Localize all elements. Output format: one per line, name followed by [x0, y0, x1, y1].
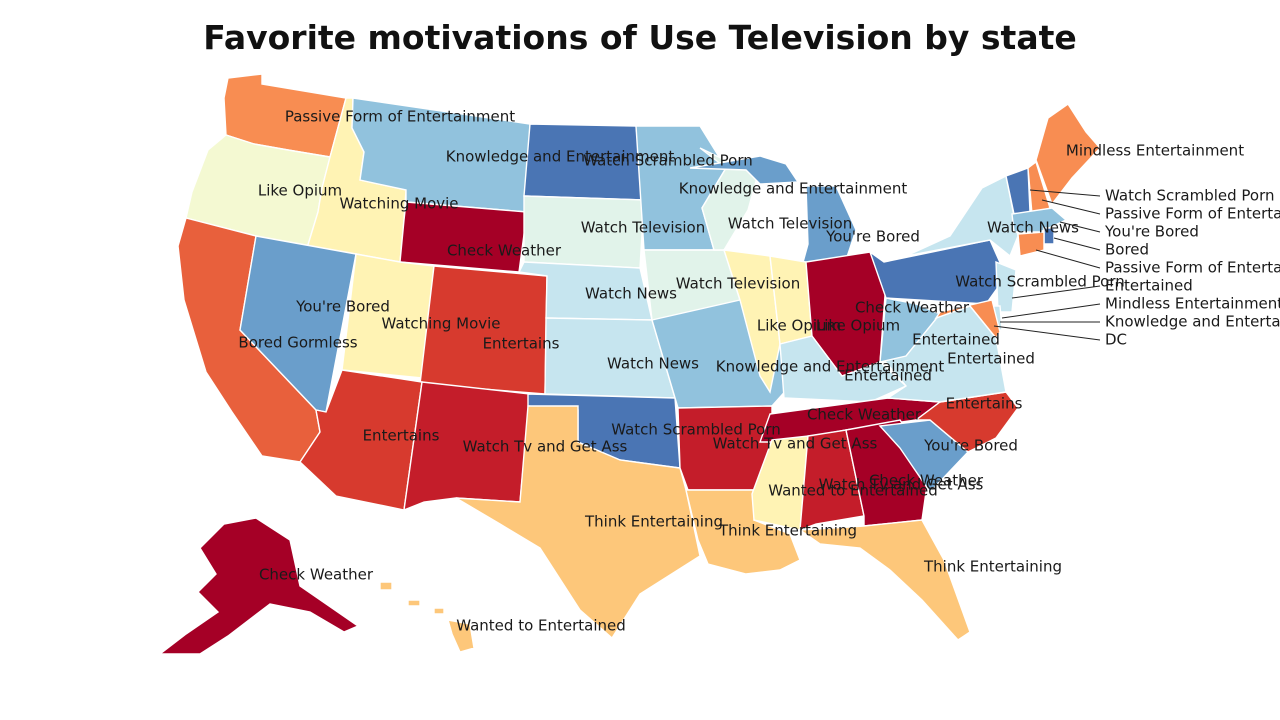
state-wy: [399, 201, 528, 273]
state-label: Watch Scrambled Porn: [611, 421, 781, 439]
state-label: Like Opium: [816, 317, 900, 335]
state-label: Watch News: [987, 219, 1079, 237]
state-label: You're Bored: [923, 437, 1018, 455]
state-label: Entertained: [912, 331, 1000, 349]
state-me: [1035, 103, 1101, 206]
state-ky: [779, 335, 908, 403]
state-label: Wanted to Entertained: [456, 617, 626, 635]
state-label: Entertained: [947, 350, 1035, 368]
state-label: Passive Form of Entertainment: [285, 108, 515, 126]
state-ma: [1011, 207, 1068, 233]
callout-label: Bored: [1105, 241, 1149, 259]
callout-leader-line: [1011, 285, 1101, 299]
callout-label: DC: [1105, 331, 1127, 349]
callout-leader-line: [1035, 249, 1101, 269]
state-wv: [879, 297, 942, 363]
state-label: Check Weather: [807, 406, 922, 424]
callout-leader-line: [1059, 221, 1101, 233]
state-label: Watch Tv and Get Ass: [819, 476, 984, 494]
state-label: Knowledge and Entertainment: [446, 148, 675, 166]
states-layer: [157, 73, 1101, 655]
state-nj: [995, 260, 1017, 313]
state-label: Watch News: [607, 355, 699, 373]
state-label: Watch News: [585, 285, 677, 303]
callout-leader-line: [1029, 189, 1101, 197]
state-ak: [157, 517, 360, 655]
state-label: Bored Gormless: [238, 334, 357, 352]
callout-leader-line: [1041, 199, 1101, 215]
callout-label: Watch Scrambled Porn: [1105, 187, 1275, 205]
state-label: Check Weather: [447, 242, 562, 260]
callout-leader-line: [1053, 237, 1101, 251]
state-label: Think Entertaining: [584, 513, 723, 531]
state-label: Watching Movie: [339, 195, 458, 213]
labels-layer: Passive Form of Entertainment Knowledge a…: [238, 108, 1280, 635]
state-label: Entertains: [946, 395, 1023, 413]
callout-label: Knowledge and Entertainment: [1105, 313, 1280, 331]
state-ms: [751, 435, 809, 531]
state-label: Watch Tv and Get Ass: [713, 435, 878, 453]
callout-label: You're Bored: [1104, 223, 1199, 241]
state-tx: [455, 405, 701, 640]
state-sc: [878, 419, 970, 494]
state-label: Like Opium: [757, 317, 841, 335]
callout-label: Passive Form of Entertainment: [1105, 205, 1280, 223]
state-label: Knowledge and Entertainment: [679, 180, 908, 198]
state-label: Watch Scrambled Porn: [583, 152, 753, 170]
state-label: You're Bored: [295, 298, 390, 316]
state-fl: [797, 519, 971, 641]
state-al: [799, 429, 865, 532]
state-label: Wanted to Entertained: [768, 482, 938, 500]
state-ny: [905, 174, 1019, 258]
state-label: Watch Tv and Get Ass: [463, 438, 628, 456]
callout-label: Entertained: [1105, 277, 1193, 295]
callout-label: Passive Form of Entertainment: [1105, 259, 1280, 277]
state-label: Watch Television: [676, 275, 800, 293]
callout-leaders: [993, 189, 1101, 341]
state-label: Entertains: [483, 335, 560, 353]
state-label: Check Weather: [259, 566, 374, 584]
state-label: Watching Movie: [381, 315, 500, 333]
map-title: Favorite motivations of Use Television b…: [203, 18, 1077, 57]
state-label: Entertained: [844, 367, 932, 385]
state-label: You're Bored: [825, 228, 920, 246]
state-label: Check Weather: [869, 472, 984, 490]
state-label: Mindless Entertainment: [1066, 142, 1244, 160]
state-label: Watch Television: [728, 215, 852, 233]
state-label: Think Entertaining: [718, 522, 857, 540]
state-label: Watch Scrambled Porn: [955, 273, 1125, 291]
callout-label: Mindless Entertainment: [1105, 295, 1280, 313]
callout-leader-line: [993, 325, 1101, 341]
state-md: [934, 299, 1001, 340]
state-label: Watch Television: [581, 219, 705, 237]
state-label: Knowledge and Entertainment: [716, 358, 945, 376]
callout-leader-line: [1001, 303, 1101, 319]
state-label: Think Entertaining: [923, 558, 1062, 576]
state-hi: [379, 581, 475, 653]
state-label: Entertains: [363, 427, 440, 445]
state-label: Like Opium: [258, 182, 342, 200]
state-label: Check Weather: [855, 299, 970, 317]
